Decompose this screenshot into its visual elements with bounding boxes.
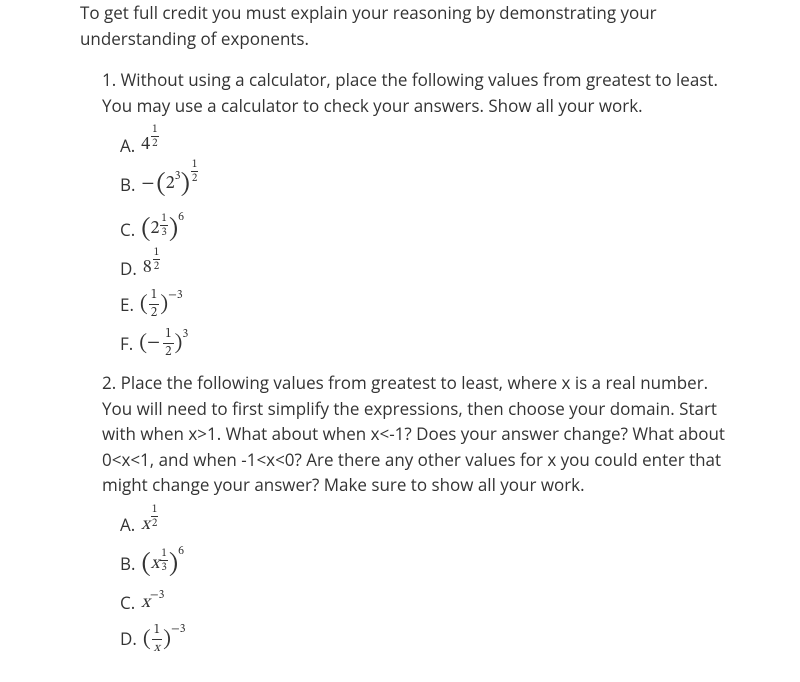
- exp-den: 3: [160, 226, 167, 238]
- exp-num: 1: [191, 159, 198, 172]
- right-paren: ): [160, 289, 168, 322]
- option-label: A.: [120, 512, 135, 538]
- option-label: B.: [120, 551, 135, 577]
- right-paren: ): [175, 328, 183, 361]
- exp: −3: [168, 286, 183, 304]
- frac-num: 1: [149, 289, 159, 305]
- exp-num: 1: [160, 548, 167, 561]
- right-paren: ): [169, 546, 178, 585]
- math-base: 2: [150, 216, 159, 243]
- option-label: B.: [120, 172, 135, 198]
- exp-num: 1: [151, 124, 158, 137]
- q2-option-a: A. x 12: [120, 512, 730, 539]
- exp-den: 2: [151, 517, 158, 529]
- right-paren: ): [163, 624, 171, 657]
- math-base: x: [141, 590, 150, 617]
- left-paren: (: [139, 328, 147, 361]
- q2-text: Place the following values from greatest…: [102, 371, 725, 496]
- frac-num: 1: [163, 328, 173, 344]
- exp: −3: [171, 620, 186, 638]
- outer-exp: 6: [178, 542, 184, 560]
- intro-text: To get full credit you must explain your…: [80, 0, 730, 51]
- option-label: D.: [120, 626, 137, 652]
- q1-option-e: E. ( 12 ) −3: [120, 288, 730, 321]
- math-base: 8: [143, 255, 152, 282]
- left-paren: (: [141, 546, 150, 585]
- q2-number: 2.: [102, 371, 116, 394]
- exp-den: 3: [160, 561, 167, 573]
- question-1: 1. Without using a calculator, place the…: [80, 67, 730, 118]
- math-base: x: [151, 551, 160, 578]
- q1-option-b: B. − ( 2 3 ) 12: [120, 165, 730, 204]
- exp-num: 1: [160, 213, 167, 226]
- math-base: x: [141, 512, 150, 539]
- exp: −3: [150, 586, 165, 604]
- frac-den: x: [152, 640, 162, 655]
- q1-option-c: C. ( 2 13 ) 6: [120, 210, 730, 249]
- exp-den: 2: [153, 260, 160, 272]
- q2-option-b: B. ( x 13 ) 6: [120, 545, 730, 584]
- option-label: D.: [120, 256, 137, 282]
- negative-sign: −: [147, 330, 160, 357]
- q2-option-d: D. ( 1x ) −3: [120, 623, 730, 656]
- right-paren: ): [169, 211, 178, 250]
- outer-exp: 6: [178, 208, 184, 226]
- q1-number: 1.: [102, 68, 116, 91]
- frac-num: 1: [152, 624, 162, 640]
- option-label: C.: [120, 590, 135, 616]
- q2-options: A. x 12 B. ( x 13 ) 6 C. x −3: [80, 512, 730, 656]
- question-2: 2. Place the following values from great…: [80, 370, 730, 498]
- option-label: C.: [120, 217, 135, 243]
- q2-option-c: C. x −3: [120, 590, 730, 617]
- q1-option-a: A. 4 12: [120, 132, 730, 159]
- exp-num: 1: [153, 247, 160, 260]
- option-label: F.: [120, 331, 133, 357]
- frac-den: 2: [149, 305, 159, 320]
- option-label: E.: [120, 292, 134, 318]
- q1-options: A. 4 12 B. − ( 2 3 ) 12 C. ( 2 13: [80, 132, 730, 360]
- q1-text: Without using a calculator, place the fo…: [102, 68, 718, 117]
- exp: 3: [182, 325, 188, 343]
- exp-den: 2: [191, 172, 198, 184]
- negative-sign: −: [141, 171, 154, 198]
- left-paren: (: [140, 289, 148, 322]
- q1-option-d: D. 8 12: [120, 255, 730, 282]
- exp-num: 1: [151, 504, 158, 517]
- left-paren: (: [156, 166, 165, 205]
- math-base: 2: [166, 171, 175, 198]
- left-paren: (: [143, 624, 151, 657]
- exp-den: 2: [151, 137, 158, 149]
- q1-option-f: F. ( − 12 ) 3: [120, 327, 730, 360]
- right-paren: ): [181, 166, 190, 205]
- frac-den: 2: [163, 344, 173, 359]
- left-paren: (: [141, 211, 150, 250]
- option-label: A.: [120, 133, 135, 159]
- math-base: 4: [141, 132, 150, 159]
